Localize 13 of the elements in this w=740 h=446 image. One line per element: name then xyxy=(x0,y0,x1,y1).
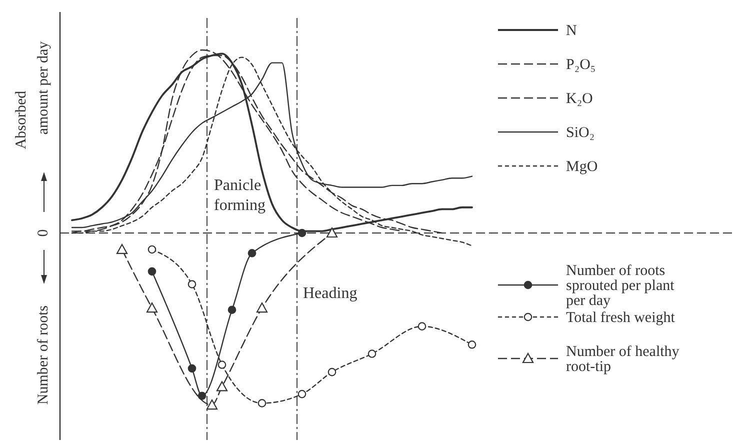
text: 0 xyxy=(35,229,52,237)
legend-label: P₂O₅ xyxy=(566,57,596,73)
legend-label: Total fresh weight xyxy=(566,310,676,326)
legend-label: SiO₂ xyxy=(566,125,595,141)
legend-label: MgO xyxy=(566,159,598,175)
text: Number of roots xyxy=(35,305,52,405)
legend-label: Number of roots sprouted per plant per day xyxy=(566,263,676,309)
annotation: Heading xyxy=(303,285,358,302)
y-axis-title: Absorbed amount per day xyxy=(13,40,52,150)
legend-label: K₂O xyxy=(566,91,594,107)
annotation: Panicle forming xyxy=(214,177,266,214)
legend-label: Number of healthy root-tip xyxy=(566,344,680,375)
legend-label: N xyxy=(566,23,577,39)
